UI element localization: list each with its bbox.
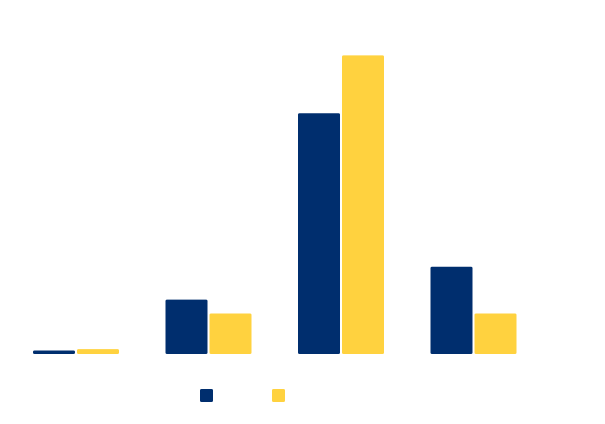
legend [200,389,285,402]
bar-series-1-cat-1 [33,350,75,354]
bar-series-2-cat-4 [474,313,517,354]
bar-series-1-cat-4 [430,266,473,354]
bar-series-2-cat-1 [77,349,119,354]
legend-swatch-series-1 [200,389,213,402]
legend-swatch-series-2 [272,389,285,402]
bar-series-2-cat-2 [209,313,252,354]
bar-series-1-cat-3 [298,113,340,355]
bar-series-1-cat-2 [165,299,208,354]
bar-series-2-cat-3 [342,55,384,355]
bars-group [33,55,517,355]
